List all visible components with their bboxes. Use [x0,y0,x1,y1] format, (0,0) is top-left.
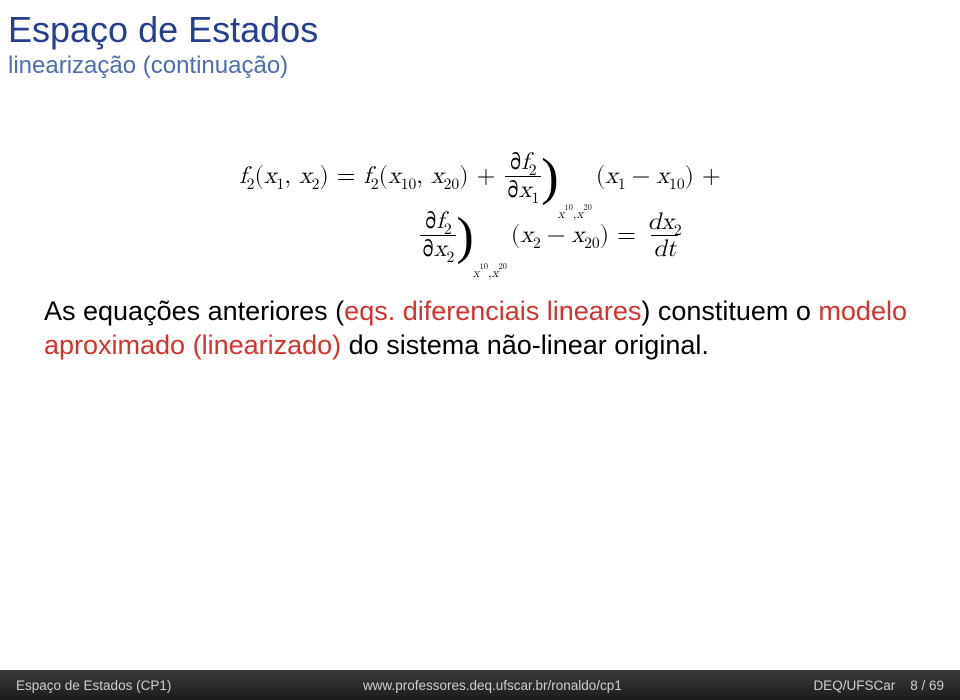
equals-sign: = [617,223,636,247]
delta-x2: (x2−x20) [511,223,609,247]
equation: f2(x1, x2) = f2(x10, x20) + ∂f2 ∂x1 ) [40,150,920,262]
dx2-dt: dx2 dt [646,210,684,261]
footer: Espaço de Estados (CP1) www.professores.… [0,670,960,700]
big-paren-icon: ) [456,216,473,258]
eval-point-2: x10,x20 [473,267,507,280]
body-mid: ) constituem o [641,296,818,326]
body-post: do sistema não-linear original. [341,330,709,360]
equation-line-2: ∂f2 ∂x2 ) x10,x20 (x2−x20) = dx2 [418,209,685,262]
title-block: Espaço de Estados linearização (continua… [0,0,960,80]
equation-line-1: f2(x1, x2) = f2(x10, x20) + ∂f2 ∂x1 ) [239,150,720,203]
footer-left: Espaço de Estados (CP1) [16,678,171,693]
partial-f2-x2: ∂f2 ∂x2 [420,209,456,262]
body-paragraph: As equações anteriores (eqs. diferenciai… [40,294,920,363]
term-f2-at-point: f2(x10, x20) [363,164,468,188]
partial-f2-x1: ∂f2 ∂x1 [505,150,541,203]
equals-sign: = [337,164,356,188]
lhs: f2(x1, x2) [239,164,329,188]
body-pre: As equações anteriores ( [44,296,344,326]
footer-center: www.professores.deq.ufscar.br/ronaldo/cp… [171,678,813,693]
eval-point-1: x10,x20 [558,208,592,221]
body-highlight-1: eqs. diferenciais lineares [344,296,641,326]
slide-subtitle: linearização (continuação) [8,52,952,80]
footer-right: DEQ/UFSCar 8 / 69 [813,678,944,693]
footer-affiliation: DEQ/UFSCar [813,678,895,693]
body-block: f2(x1, x2) = f2(x10, x20) + ∂f2 ∂x1 ) [0,80,960,363]
plus-sign: + [477,164,496,188]
slide-title: Espaço de Estados [8,10,952,50]
footer-page-number: 8 / 69 [910,678,944,693]
delta-x1: (x1−x10) [596,164,694,188]
big-paren-icon: ) [541,157,558,199]
slide: Espaço de Estados linearização (continua… [0,0,960,700]
trailing-plus-sign: + [702,164,721,188]
